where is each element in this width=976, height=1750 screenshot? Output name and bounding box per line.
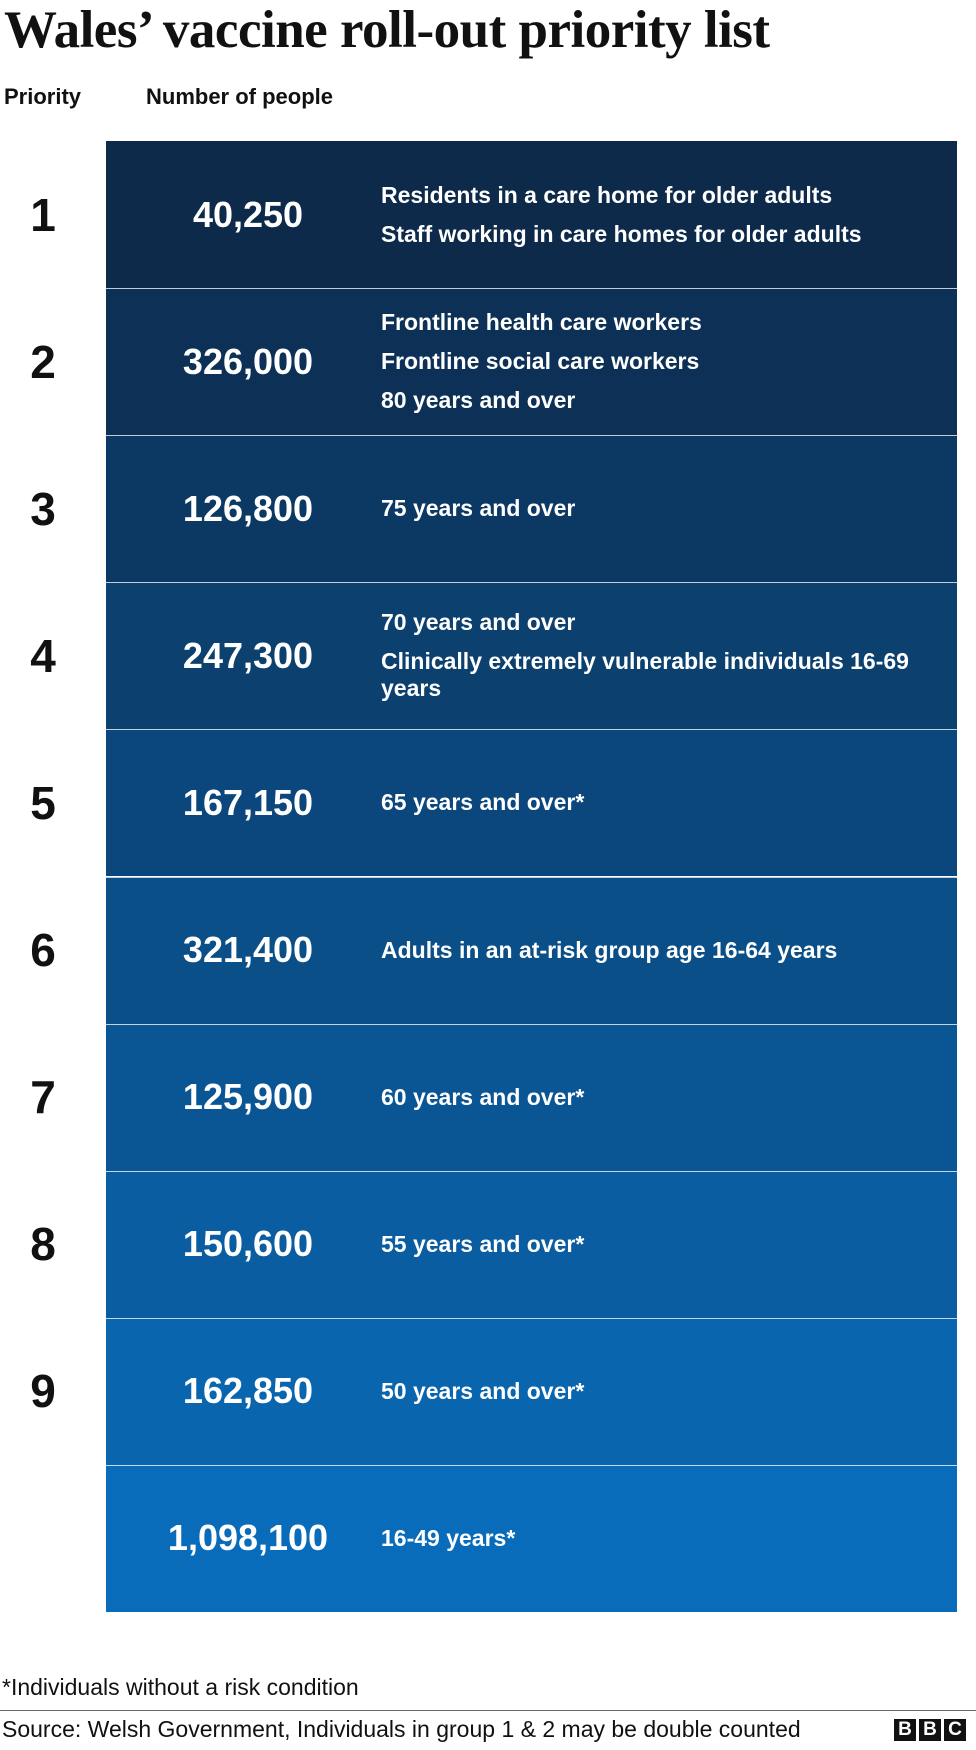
row-background (106, 1317, 957, 1465)
people-count: 125,900 (182, 1076, 314, 1118)
priority: 4 (30, 629, 56, 682)
people-count: 40,250 (192, 193, 304, 235)
priority: 1 (30, 188, 56, 241)
footnote: *Individuals without a risk condition (2, 1674, 359, 1700)
group-item: Frontline social care workers (381, 348, 700, 375)
group-item: Clinically extremely vulnerable individu… (381, 648, 909, 702)
row-background (106, 141, 957, 288)
group-item: 75 years and over (381, 495, 576, 522)
row-background (106, 582, 957, 730)
column-header: Number of people (146, 84, 334, 109)
table-row: 8 150,600 55 years and over* (0, 1170, 976, 1318)
row-background (106, 435, 957, 583)
people-count: 126,800 (182, 487, 314, 529)
group-list: 50 years and over* (381, 1318, 951, 1465)
group-list: 55 years and over* (381, 1171, 951, 1318)
table-row: 6 321,400 Adults in an at-risk group age 1… (0, 876, 976, 1024)
table-row: 1 40,250 Residents in a care home for olde… (0, 141, 976, 288)
group-item: 16-49 years* (381, 1524, 516, 1551)
row-background (106, 729, 957, 877)
group-item: 60 years and over* (381, 1083, 585, 1110)
group-list: Residents in a care home for older adult… (381, 141, 951, 288)
people-count: 167,150 (182, 781, 314, 823)
group-list: 70 years and over Clinically extremely vu… (381, 582, 951, 729)
logo-letter: B (894, 1719, 916, 1741)
table-row: 1,098,100 16-49 years* (0, 1464, 976, 1612)
group-item: Frontline health care workers (381, 309, 702, 336)
group-item: 55 years and over* (381, 1230, 585, 1257)
group-list: Frontline health care workers Frontline s… (381, 288, 951, 435)
priority: 9 (30, 1365, 56, 1418)
row-background (106, 1464, 957, 1612)
priority: 3 (30, 482, 56, 535)
group-item: 50 years and over* (381, 1377, 585, 1404)
row-background (106, 1170, 957, 1318)
table-row: 3 126,800 75 years and over (0, 435, 976, 583)
people-count: 326,000 (182, 340, 314, 382)
group-list: Adults in an at-risk group age 16-64 yea… (381, 877, 951, 1024)
priority: 7 (30, 1071, 56, 1124)
group-list: 75 years and over (381, 435, 951, 582)
row-background (106, 876, 957, 1024)
people-count: 1,098,100 (167, 1517, 329, 1559)
group-item: 65 years and over* (381, 789, 585, 816)
group-list: 60 years and over* (381, 1024, 951, 1171)
divider (0, 1710, 976, 1711)
priority: 5 (30, 776, 56, 829)
table-row: 5 167,150 65 years and over* (0, 729, 976, 877)
table-row: 2 326,000 Frontline health care workers Fro… (0, 288, 976, 436)
group-item: Adults in an at-risk group age 16-64 yea… (381, 936, 838, 963)
group-item: Staff working in care homes for older ad… (381, 220, 862, 247)
table-row: 4 247,300 70 years and over Clinically extr… (0, 582, 976, 730)
logo-letter: B (919, 1719, 941, 1741)
people-count: 321,400 (182, 929, 314, 970)
priority: 2 (30, 335, 56, 388)
column-header: Priority (4, 84, 82, 109)
group-item: 80 years and over (381, 387, 576, 414)
title: Wales’ vaccine roll-out priority list (4, 1, 770, 59)
people-count: 247,300 (182, 634, 314, 676)
table-row: 9 162,850 50 years and over* (0, 1317, 976, 1465)
logo-letter: C (944, 1719, 966, 1741)
group-list: 16-49 years* (381, 1465, 951, 1612)
row-background (106, 1023, 957, 1171)
group-list: 65 years and over* (381, 729, 951, 876)
priority: 8 (30, 1218, 56, 1271)
priority: 6 (30, 924, 56, 976)
group-item: 70 years and over (381, 609, 576, 636)
source: Source: Welsh Government, Individuals in… (2, 1716, 801, 1742)
group-item: Residents in a care home for older adult… (381, 181, 833, 208)
row-background (106, 288, 957, 436)
people-count: 150,600 (182, 1223, 314, 1265)
table-row: 7 125,900 60 years and over* (0, 1023, 976, 1171)
people-count: 162,850 (182, 1370, 314, 1412)
